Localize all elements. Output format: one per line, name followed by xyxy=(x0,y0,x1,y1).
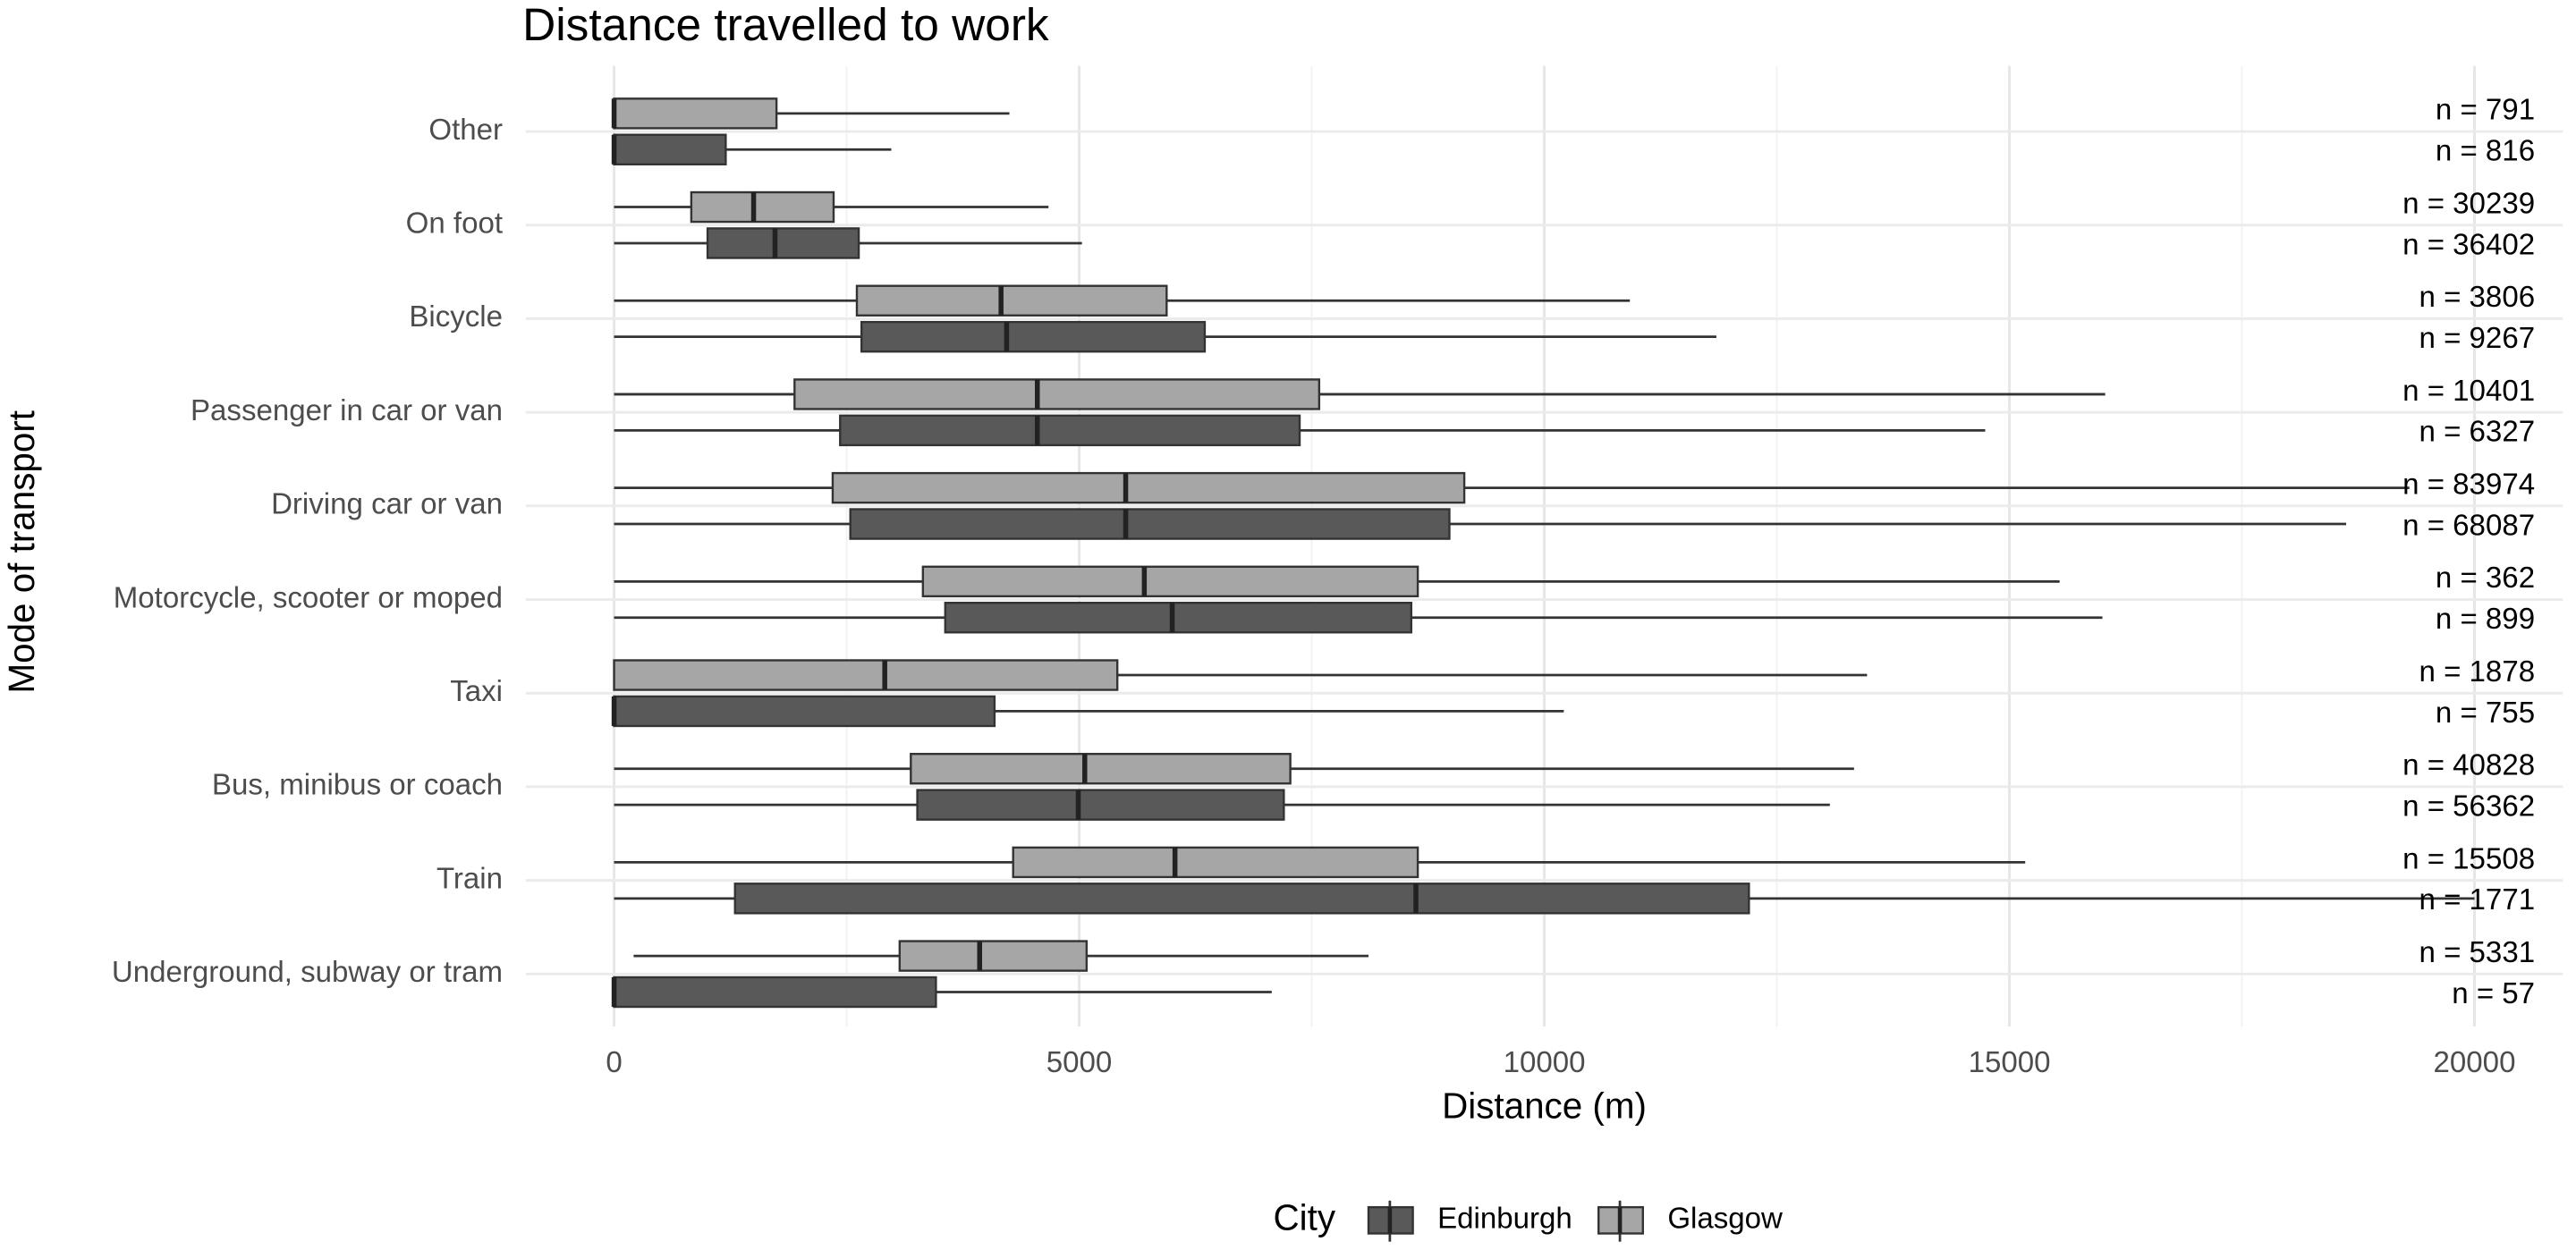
box xyxy=(613,976,937,1009)
box xyxy=(839,414,1301,447)
box xyxy=(613,659,1119,691)
y-tick-label: Other xyxy=(428,114,503,147)
legend-label: Edinburgh xyxy=(1437,1203,1572,1236)
box xyxy=(860,320,1207,353)
y-tick-label: Bicycle xyxy=(409,300,503,334)
n-label: n = 755 xyxy=(2436,697,2535,730)
box xyxy=(690,190,835,224)
n-label: n = 1771 xyxy=(2419,883,2536,916)
x-tick-label: 15000 xyxy=(1969,1046,2051,1079)
box xyxy=(855,284,1168,317)
box xyxy=(613,695,996,728)
n-label: n = 3806 xyxy=(2419,281,2536,314)
y-tick-label: Driving car or van xyxy=(271,488,503,521)
n-label: n = 30239 xyxy=(2402,187,2535,220)
y-axis-title: Mode of transport xyxy=(1,410,42,694)
box xyxy=(916,789,1285,821)
n-label: n = 1878 xyxy=(2419,655,2536,688)
y-tick-label: Taxi xyxy=(450,675,503,708)
y-tick-label: Passenger in car or van xyxy=(191,394,503,427)
y-tick-label: Train xyxy=(436,862,503,895)
n-label: n = 36402 xyxy=(2402,228,2535,261)
x-tick-label: 20000 xyxy=(2434,1046,2516,1079)
n-label: n = 10401 xyxy=(2402,375,2535,408)
n-label: n = 56362 xyxy=(2402,790,2535,823)
n-label: n = 899 xyxy=(2436,603,2535,636)
box xyxy=(898,940,1089,972)
y-tick-label: Bus, minibus or coach xyxy=(212,769,503,802)
y-tick-label: On foot xyxy=(406,207,503,240)
box xyxy=(1012,846,1419,879)
n-label: n = 57 xyxy=(2452,977,2535,1010)
n-label: n = 816 xyxy=(2436,135,2535,168)
n-label: n = 40828 xyxy=(2402,749,2535,782)
box xyxy=(613,133,727,165)
y-tick-label: Underground, subway or tram xyxy=(112,956,503,989)
n-label: n = 9267 xyxy=(2419,322,2536,355)
box xyxy=(706,227,860,259)
x-tick-label: 5000 xyxy=(1046,1046,1113,1079)
box xyxy=(849,508,1451,540)
n-label: n = 5331 xyxy=(2419,936,2536,969)
legend-label: Glasgow xyxy=(1667,1203,1783,1236)
box xyxy=(831,471,1466,504)
n-label: n = 791 xyxy=(2436,94,2535,127)
box xyxy=(944,602,1413,634)
box xyxy=(910,752,1292,785)
n-label: n = 83974 xyxy=(2402,469,2535,502)
x-axis-title: Distance (m) xyxy=(1442,1085,1647,1127)
y-tick-label: Motorcycle, scooter or moped xyxy=(114,581,503,614)
x-tick-label: 10000 xyxy=(1504,1046,1586,1079)
n-label: n = 15508 xyxy=(2402,842,2535,875)
x-tick-label: 0 xyxy=(606,1046,622,1079)
box xyxy=(793,378,1321,410)
n-label: n = 68087 xyxy=(2402,509,2535,542)
n-label: n = 6327 xyxy=(2419,416,2536,449)
legend-title: City xyxy=(1273,1196,1335,1237)
box xyxy=(921,565,1419,598)
box xyxy=(613,97,778,130)
box xyxy=(733,883,1750,915)
chart-title: Distance travelled to work xyxy=(522,0,1049,50)
n-label: n = 362 xyxy=(2436,562,2535,595)
